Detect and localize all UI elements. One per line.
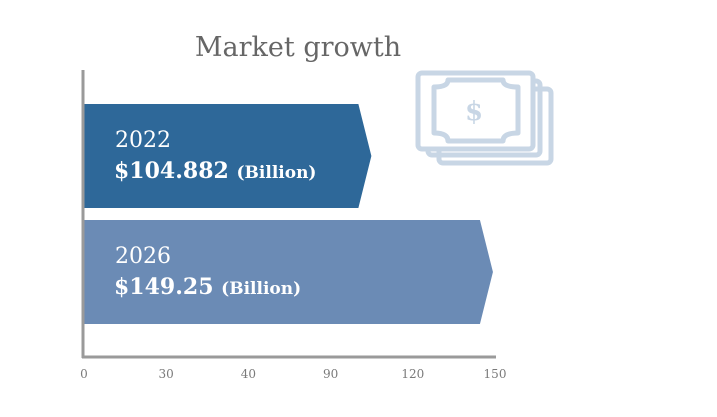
bar-value-label: $149.25 (Billion) <box>114 274 301 300</box>
x-tick-label: 30 <box>159 367 174 381</box>
svg-text:$: $ <box>465 97 483 127</box>
money-stack-icon: $ <box>415 70 554 166</box>
bar-value-label: $104.882 (Billion) <box>114 158 316 184</box>
bar-2022 <box>84 104 372 208</box>
x-axis-ticks: 0 30 40 90 120 150 <box>80 367 506 381</box>
x-tick-label: 90 <box>323 367 338 381</box>
bars-group: 2022 $104.882 (Billion) 2026 $149.25 (Billi… <box>84 104 493 324</box>
x-tick-label: 120 <box>401 367 424 381</box>
x-tick-label: 40 <box>241 367 256 381</box>
chart-title: Market growth <box>195 32 401 63</box>
bar-2026 <box>84 220 493 324</box>
bar-category-label: 2022 <box>115 128 171 153</box>
x-tick-label: 150 <box>484 367 507 381</box>
bar-category-label: 2026 <box>115 244 171 269</box>
x-tick-label: 0 <box>80 367 88 381</box>
